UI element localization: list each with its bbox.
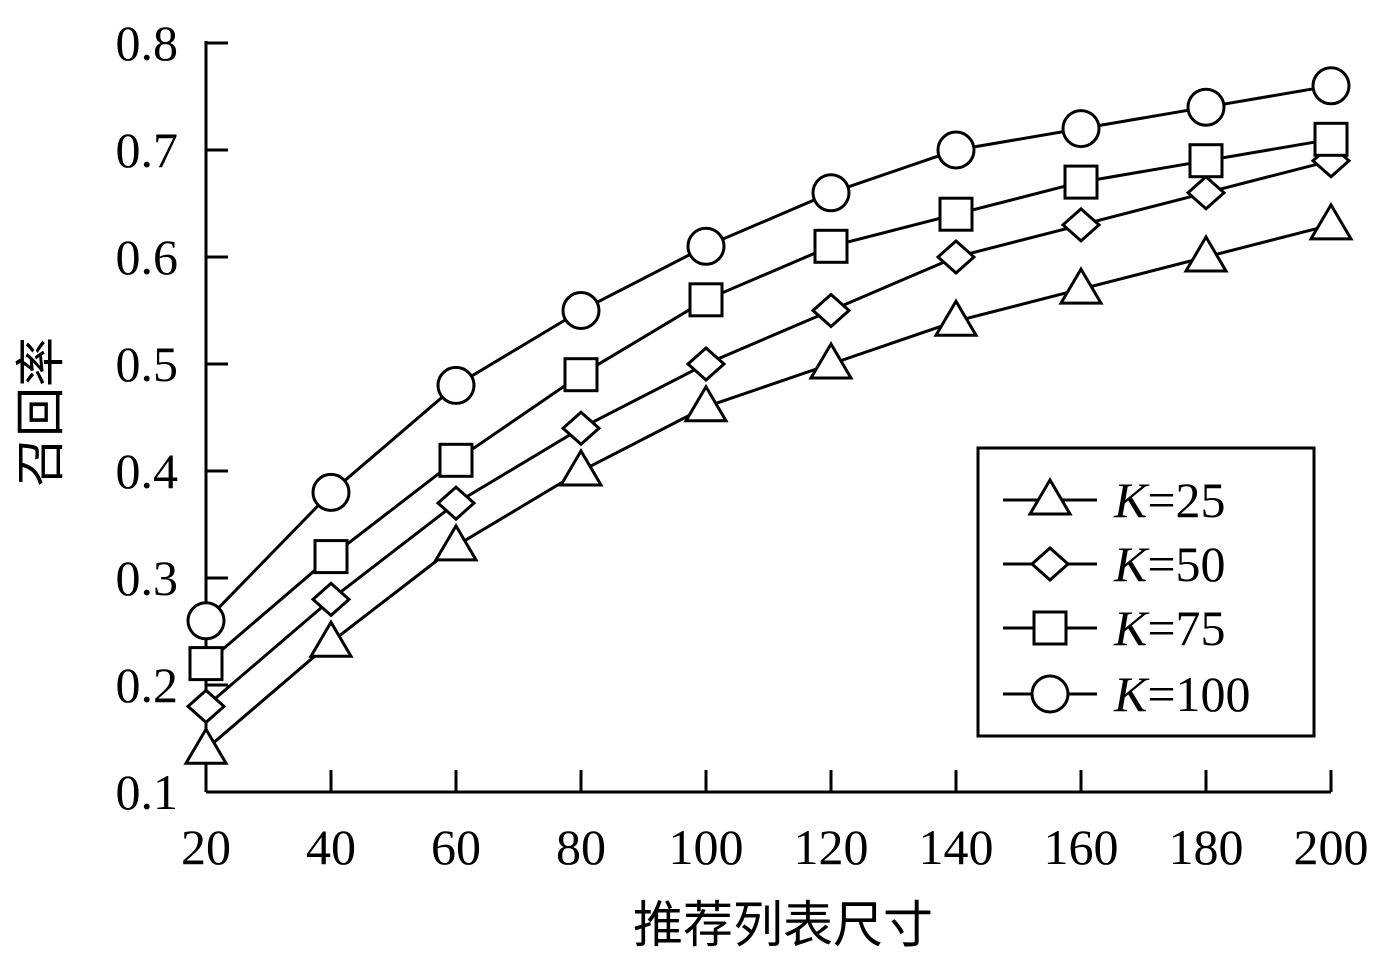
y-tick-label: 0.4 bbox=[116, 443, 179, 499]
legend-label-k: K bbox=[1113, 600, 1150, 656]
diamond-marker bbox=[560, 410, 602, 447]
diamond-marker bbox=[185, 688, 227, 725]
triangle-marker bbox=[308, 619, 354, 658]
x-axis-title: 推荐列表尺寸 bbox=[633, 896, 933, 954]
diamond-marker bbox=[685, 345, 727, 383]
triangle-marker bbox=[558, 448, 604, 487]
diamond-marker bbox=[435, 485, 477, 522]
circle-marker bbox=[436, 365, 476, 405]
legend-label-value: =25 bbox=[1147, 472, 1225, 528]
y-tick-label: 0.8 bbox=[116, 15, 179, 71]
triangle-marker bbox=[1183, 234, 1229, 273]
legend-label: K=25 bbox=[1113, 472, 1226, 528]
circle-marker bbox=[686, 226, 726, 266]
square-marker bbox=[688, 282, 724, 318]
series-line bbox=[205, 223, 1332, 751]
legend-item: K=75 bbox=[1003, 600, 1226, 656]
legend-label-k: K bbox=[1113, 472, 1150, 528]
diamond-marker bbox=[1185, 174, 1227, 211]
series-line bbox=[205, 137, 1332, 665]
circle-marker bbox=[1311, 66, 1351, 106]
legend-label-value: =50 bbox=[1147, 536, 1225, 592]
y-tick-label: 0.5 bbox=[116, 336, 179, 392]
square-marker bbox=[563, 357, 599, 393]
y-tick-label: 0.7 bbox=[116, 122, 179, 178]
legend-label: K=100 bbox=[1113, 666, 1251, 722]
series-diamond bbox=[185, 142, 1352, 725]
x-tick-label: 200 bbox=[1294, 819, 1369, 875]
legend: K=25K=50K=75K=100 bbox=[976, 446, 1316, 738]
circle-marker bbox=[1061, 109, 1101, 149]
triangle-marker bbox=[808, 341, 854, 380]
series-line bbox=[205, 159, 1332, 708]
axes: 0.1 0.2 0.3 0.4 0.5 0.6 0.7 0.8 20 40 60 80 100 120 14… bbox=[116, 15, 1369, 875]
square-marker bbox=[1063, 164, 1099, 200]
square-marker bbox=[813, 228, 849, 264]
square-marker bbox=[938, 196, 974, 232]
diamond-marker bbox=[810, 292, 852, 329]
y-tick-label: 0.6 bbox=[116, 229, 179, 285]
x-tick-label: 80 bbox=[556, 819, 606, 875]
series-triangle bbox=[183, 201, 1354, 765]
circle-marker bbox=[186, 601, 226, 641]
legend-label: K=75 bbox=[1113, 600, 1226, 656]
x-tick-label: 100 bbox=[669, 819, 744, 875]
legend-label: K=50 bbox=[1113, 536, 1226, 592]
triangle-marker bbox=[933, 298, 979, 337]
legend-item: K=25 bbox=[1003, 472, 1226, 528]
triangle-marker bbox=[1058, 266, 1104, 305]
square-marker bbox=[1313, 121, 1349, 157]
circle-marker bbox=[1030, 674, 1070, 714]
circle-marker bbox=[1186, 87, 1226, 127]
triangle-marker bbox=[683, 383, 729, 423]
y-tick-label: 0.1 bbox=[116, 764, 179, 820]
square-marker bbox=[438, 442, 474, 478]
y-axis-title: 召回率 bbox=[12, 337, 70, 487]
legend-item: K=100 bbox=[1003, 666, 1251, 722]
triangle-marker bbox=[433, 522, 479, 562]
x-tick-label: 180 bbox=[1169, 819, 1244, 875]
x-tick-label: 140 bbox=[919, 819, 994, 875]
x-tick-label: 60 bbox=[431, 819, 481, 875]
series-layer bbox=[183, 66, 1354, 765]
y-tick-label: 0.2 bbox=[116, 657, 179, 713]
diamond-marker bbox=[1029, 545, 1071, 583]
triangle-marker bbox=[183, 726, 229, 765]
legend-label-k: K bbox=[1113, 536, 1150, 592]
circle-marker bbox=[811, 173, 851, 213]
triangle-marker bbox=[1308, 201, 1354, 241]
y-tick-label: 0.3 bbox=[116, 550, 179, 606]
square-marker bbox=[313, 539, 349, 575]
circle-marker bbox=[311, 472, 351, 512]
diamond-marker bbox=[1060, 206, 1102, 243]
series-circle bbox=[186, 66, 1351, 641]
diamond-marker bbox=[310, 581, 352, 618]
x-tick-label: 120 bbox=[794, 819, 869, 875]
series-square bbox=[188, 121, 1349, 682]
triangle-marker bbox=[1027, 477, 1073, 516]
circle-marker bbox=[561, 291, 601, 330]
diamond-marker bbox=[935, 238, 977, 276]
x-tick-label: 160 bbox=[1044, 819, 1119, 875]
x-tick-label: 20 bbox=[181, 819, 231, 875]
legend-item: K=50 bbox=[1003, 536, 1226, 592]
square-marker bbox=[1188, 143, 1224, 179]
circle-marker bbox=[936, 130, 976, 170]
legend-label-k: K bbox=[1113, 666, 1150, 722]
x-tick-label: 40 bbox=[306, 819, 356, 875]
legend-label-value: =100 bbox=[1147, 666, 1250, 722]
legend-label-value: =75 bbox=[1147, 600, 1225, 656]
square-marker bbox=[188, 646, 224, 682]
square-marker bbox=[1032, 610, 1068, 646]
series-line bbox=[204, 84, 1332, 622]
